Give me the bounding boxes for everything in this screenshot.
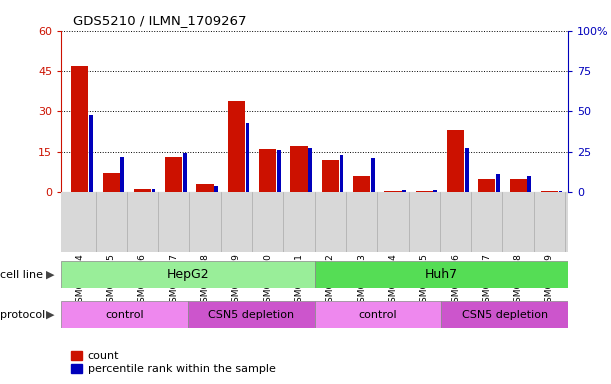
Text: Huh7: Huh7 — [425, 268, 458, 281]
Text: CSN5 depletion: CSN5 depletion — [462, 310, 548, 320]
Bar — [259, 149, 276, 192]
Bar — [496, 174, 500, 192]
Bar — [277, 150, 280, 192]
Text: protocol: protocol — [0, 310, 45, 320]
Bar — [510, 179, 527, 192]
Text: control: control — [359, 310, 397, 320]
Bar — [308, 149, 312, 192]
Text: ▶: ▶ — [46, 310, 55, 320]
Bar — [527, 176, 531, 192]
Bar — [415, 191, 433, 192]
Bar — [61, 301, 188, 328]
Legend: count, percentile rank within the sample: count, percentile rank within the sample — [67, 346, 280, 379]
Bar — [165, 157, 183, 192]
Text: cell line: cell line — [0, 270, 43, 280]
Bar — [120, 157, 124, 192]
Bar — [290, 146, 307, 192]
Bar — [340, 155, 343, 192]
Bar — [558, 191, 563, 192]
Bar — [89, 114, 93, 192]
Bar — [61, 261, 315, 288]
Bar — [353, 176, 370, 192]
Text: ▶: ▶ — [46, 270, 55, 280]
Bar — [322, 160, 339, 192]
Bar — [315, 301, 441, 328]
Bar — [541, 191, 558, 192]
Bar — [441, 301, 568, 328]
Bar — [71, 66, 89, 192]
Bar — [103, 173, 120, 192]
Text: control: control — [105, 310, 144, 320]
Bar — [197, 184, 214, 192]
Bar — [188, 301, 315, 328]
Bar — [214, 185, 218, 192]
Bar — [246, 122, 249, 192]
Bar — [384, 191, 401, 192]
Bar — [315, 261, 568, 288]
Bar — [183, 153, 187, 192]
Bar — [478, 179, 496, 192]
Bar — [465, 149, 469, 192]
Bar — [402, 190, 406, 192]
Bar — [228, 101, 245, 192]
Text: CSN5 depletion: CSN5 depletion — [208, 310, 295, 320]
Text: HepG2: HepG2 — [167, 268, 209, 281]
Text: GDS5210 / ILMN_1709267: GDS5210 / ILMN_1709267 — [73, 14, 247, 27]
Bar — [152, 189, 155, 192]
Bar — [134, 189, 151, 192]
Bar — [447, 130, 464, 192]
Bar — [433, 190, 437, 192]
Bar — [371, 158, 375, 192]
